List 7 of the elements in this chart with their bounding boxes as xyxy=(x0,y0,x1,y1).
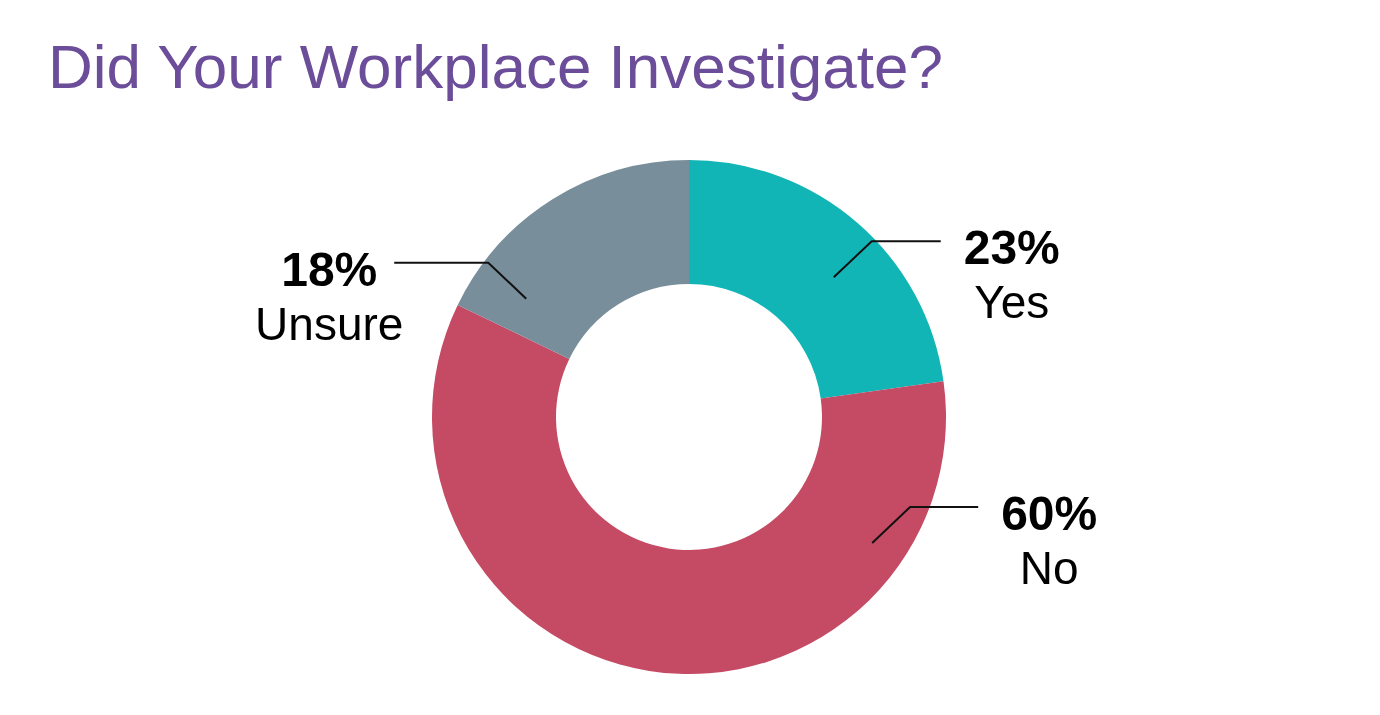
slice-label: No xyxy=(1019,541,1079,594)
data-label: 23% xyxy=(963,221,1060,275)
data-label: 18% xyxy=(281,242,378,296)
data-label: 60% xyxy=(1001,486,1098,540)
slice-label: Unsure xyxy=(255,297,404,350)
chart-title: Did Your Workplace Investigate? xyxy=(48,32,943,101)
slice-label: Yes xyxy=(974,276,1050,329)
